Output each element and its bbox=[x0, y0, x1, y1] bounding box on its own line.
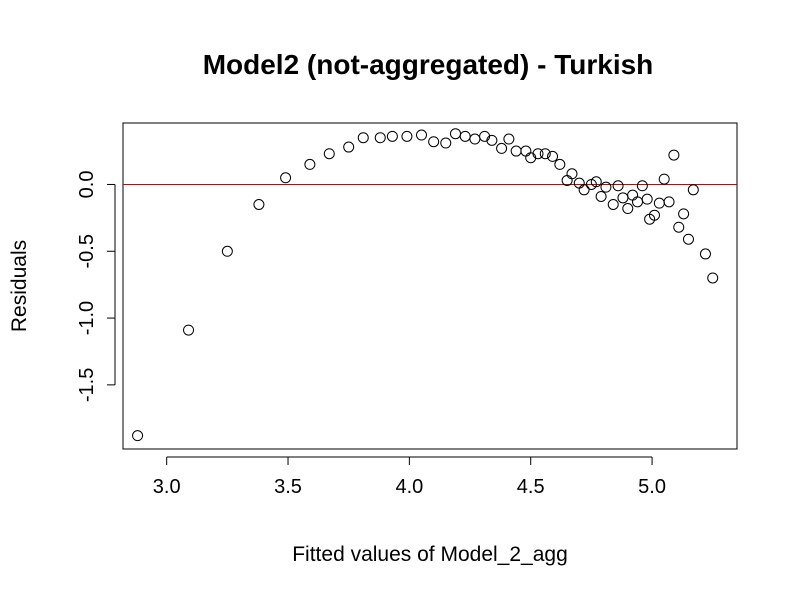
x-tick-label: 5.0 bbox=[638, 476, 666, 498]
data-point bbox=[678, 208, 690, 220]
data-point bbox=[280, 172, 292, 184]
data-point bbox=[132, 430, 144, 442]
y-tick-label: -1.0 bbox=[76, 301, 98, 335]
x-axis-label: Fitted values of Model_2_agg bbox=[292, 543, 568, 566]
data-point bbox=[416, 129, 428, 141]
data-point bbox=[636, 180, 648, 192]
data-point bbox=[343, 141, 355, 153]
data-point bbox=[653, 197, 665, 209]
data-point bbox=[617, 192, 629, 204]
data-point bbox=[323, 148, 335, 160]
data-point bbox=[525, 152, 537, 164]
data-point bbox=[386, 130, 398, 142]
y-axis: -1.5 -1.0 -0.5 0.0 bbox=[76, 171, 116, 402]
data-point bbox=[449, 128, 461, 140]
data-point bbox=[663, 196, 675, 208]
y-tick-label: -1.5 bbox=[76, 368, 98, 402]
data-point bbox=[595, 190, 607, 202]
data-point bbox=[183, 324, 195, 336]
data-point bbox=[374, 132, 386, 144]
data-points bbox=[132, 128, 719, 442]
plot-frame bbox=[122, 122, 738, 450]
data-point bbox=[590, 176, 602, 188]
data-point bbox=[496, 142, 508, 154]
x-tick-label: 3.0 bbox=[153, 476, 181, 498]
data-point bbox=[547, 150, 559, 162]
data-point bbox=[357, 132, 369, 144]
data-point bbox=[707, 272, 719, 284]
data-point bbox=[539, 148, 551, 160]
data-point bbox=[682, 233, 694, 245]
data-point bbox=[600, 181, 612, 193]
data-point bbox=[566, 168, 578, 180]
data-point bbox=[578, 184, 590, 196]
data-point bbox=[532, 148, 544, 160]
data-point bbox=[648, 209, 660, 221]
x-axis: 3.0 3.5 4.0 4.5 5.0 bbox=[153, 456, 666, 498]
data-point bbox=[658, 173, 670, 185]
data-point bbox=[503, 133, 515, 145]
data-point bbox=[641, 193, 653, 205]
data-point bbox=[304, 158, 316, 170]
x-tick-label: 4.5 bbox=[517, 476, 545, 498]
data-point bbox=[440, 137, 452, 149]
data-point bbox=[401, 130, 413, 142]
y-axis-label: Residuals bbox=[8, 240, 31, 332]
chart-title: Model2 (not-aggregated) - Turkish bbox=[203, 49, 654, 80]
y-tick-label: 0.0 bbox=[76, 171, 98, 199]
data-point bbox=[612, 180, 624, 192]
data-point bbox=[627, 189, 639, 201]
data-point bbox=[459, 130, 471, 142]
data-point bbox=[428, 136, 440, 148]
data-point bbox=[687, 184, 699, 196]
x-tick-label: 4.0 bbox=[395, 476, 423, 498]
data-point bbox=[520, 145, 532, 157]
data-point bbox=[607, 199, 619, 210]
x-tick-label: 3.5 bbox=[274, 476, 302, 498]
data-point bbox=[554, 158, 566, 170]
data-point bbox=[699, 248, 711, 260]
data-point bbox=[622, 203, 634, 215]
data-point bbox=[479, 130, 491, 142]
data-point bbox=[486, 134, 498, 146]
data-point bbox=[673, 221, 685, 233]
data-point bbox=[221, 245, 233, 257]
data-point bbox=[668, 149, 680, 161]
data-point bbox=[561, 174, 573, 186]
data-point bbox=[573, 177, 585, 189]
data-point bbox=[510, 145, 522, 157]
data-point bbox=[631, 196, 643, 208]
y-tick-label: -0.5 bbox=[76, 234, 98, 268]
data-point bbox=[469, 133, 481, 145]
data-point bbox=[253, 199, 265, 210]
